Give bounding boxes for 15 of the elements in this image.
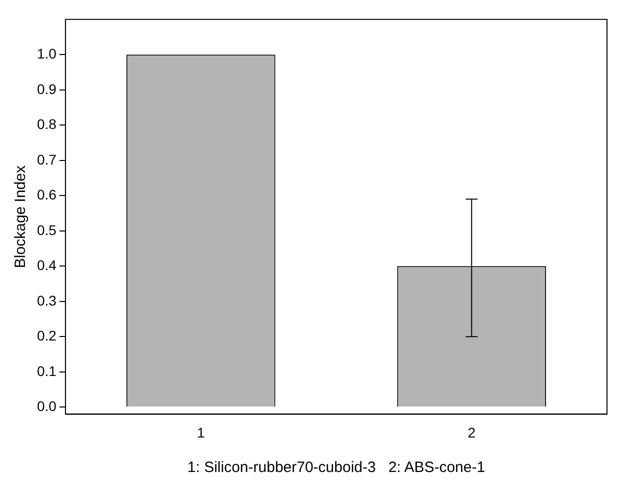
y-tick-label: 0.9 (36, 80, 57, 97)
y-tick-label: 0.0 (36, 398, 57, 414)
y-tick-label: 0.5 (36, 222, 57, 238)
y-tick-label: 0.3 (36, 292, 57, 308)
y-tick-label: 0.1 (36, 362, 57, 379)
y-tick-label: 1.0 (36, 46, 57, 62)
y-tick-label: 0.4 (36, 257, 57, 274)
y-tick-label: 0.2 (36, 328, 57, 344)
x-axis-title: 1: Silicon-rubber70-cuboid-3 2: ABS-cone-1 (187, 459, 486, 476)
x-tick-label: 1 (196, 424, 205, 440)
x-tick-label: 2 (468, 424, 476, 440)
y-axis-title: Blockage Index (12, 165, 30, 268)
y-tick-label: 0.7 (36, 151, 57, 168)
y-tick-label: 0.6 (36, 186, 57, 203)
y-tick-label: 0.8 (36, 116, 57, 132)
